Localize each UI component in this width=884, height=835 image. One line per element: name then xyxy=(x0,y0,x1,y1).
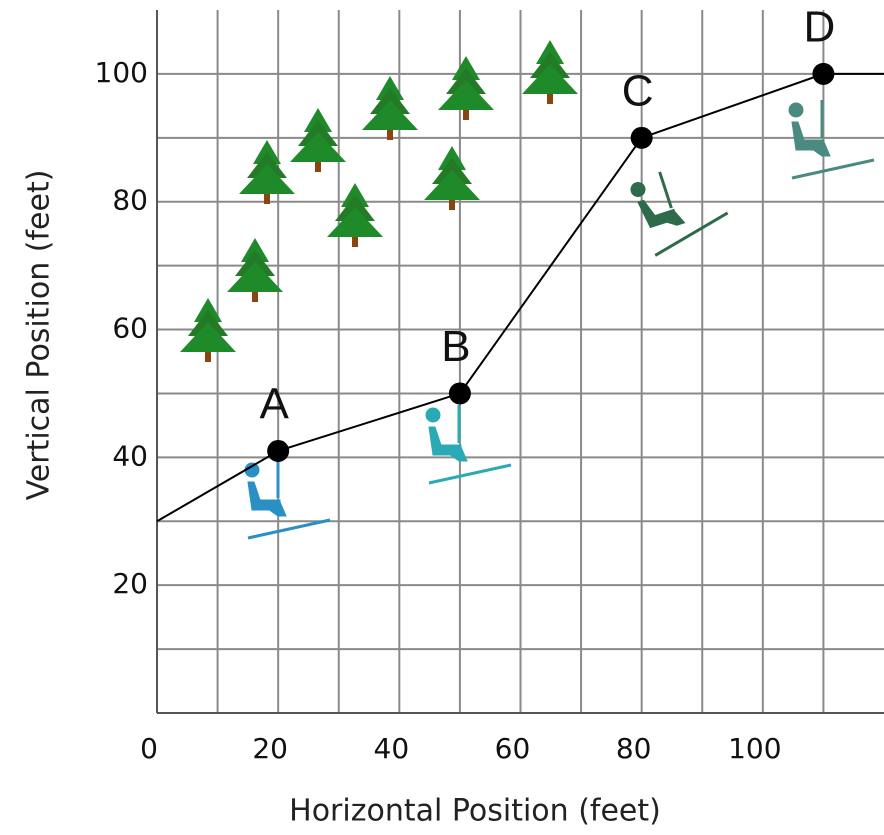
chair-icon xyxy=(789,100,874,178)
point-label: A xyxy=(259,380,289,429)
point-label: D xyxy=(804,3,836,52)
y-tick-label: 60 xyxy=(112,312,148,345)
tree xyxy=(362,76,418,140)
point-label: C xyxy=(622,66,654,115)
x-tick-label: 0 xyxy=(140,732,158,765)
chair-icon xyxy=(245,460,330,538)
y-tick-label: 80 xyxy=(112,184,148,217)
x-tick-label: 80 xyxy=(616,732,652,765)
tree xyxy=(522,40,578,104)
y-tick-label: 40 xyxy=(112,439,148,472)
chair-icon xyxy=(426,405,511,483)
plot-area: 0 20 40 60 80 100 20 40 60 80 100 xyxy=(95,10,884,765)
x-tick-label: 20 xyxy=(252,732,288,765)
point xyxy=(267,440,289,462)
chart: 0 20 40 60 80 100 20 40 60 80 100 A B C D Horizontal … xyxy=(0,0,884,835)
point-label: B xyxy=(441,322,470,371)
tree xyxy=(227,238,283,302)
tree xyxy=(290,108,346,172)
tree xyxy=(327,183,383,247)
tree xyxy=(424,146,480,210)
y-axis-title: Vertical Position (feet) xyxy=(22,170,57,501)
x-tick-label: 60 xyxy=(495,732,531,765)
point xyxy=(631,127,653,149)
tree xyxy=(239,140,295,204)
chair-icon xyxy=(628,156,733,256)
x-tick-label: 40 xyxy=(374,732,410,765)
point xyxy=(812,63,834,85)
x-axis-title: Horizontal Position (feet) xyxy=(289,794,661,829)
y-tick-label: 20 xyxy=(112,567,148,600)
point xyxy=(449,382,471,404)
y-tick-label: 100 xyxy=(95,56,148,89)
tree xyxy=(438,56,494,120)
x-tick-label: 100 xyxy=(728,732,781,765)
